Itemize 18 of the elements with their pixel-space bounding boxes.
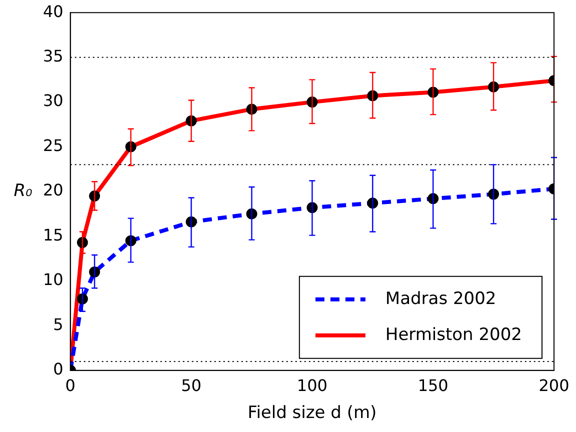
legend-label: Madras 2002 (385, 288, 496, 309)
x-tick-label: 50 (181, 376, 202, 396)
y-tick-label: 30 (43, 91, 64, 110)
y-tick-label: 0 (53, 360, 64, 379)
x-axis-title: Field size d (m) (248, 403, 377, 424)
x-tick-label: 150 (418, 376, 448, 396)
y-tick-label: 5 (53, 314, 64, 334)
x-tick-label: 100 (296, 376, 328, 396)
y-tick-label: 15 (43, 225, 64, 244)
y-tick-label: 20 (43, 180, 64, 200)
legend-label: Hermiston 2002 (385, 324, 522, 345)
y-tick-label: 40 (43, 2, 64, 21)
x-tick-label: 200 (538, 376, 570, 396)
x-tick-label: 0 (65, 376, 76, 396)
y-axis-title: R₀ (14, 180, 32, 201)
y-tick-label: 10 (43, 270, 64, 290)
y-tick-label: 25 (43, 136, 64, 155)
y-tick-label: 35 (43, 46, 64, 66)
